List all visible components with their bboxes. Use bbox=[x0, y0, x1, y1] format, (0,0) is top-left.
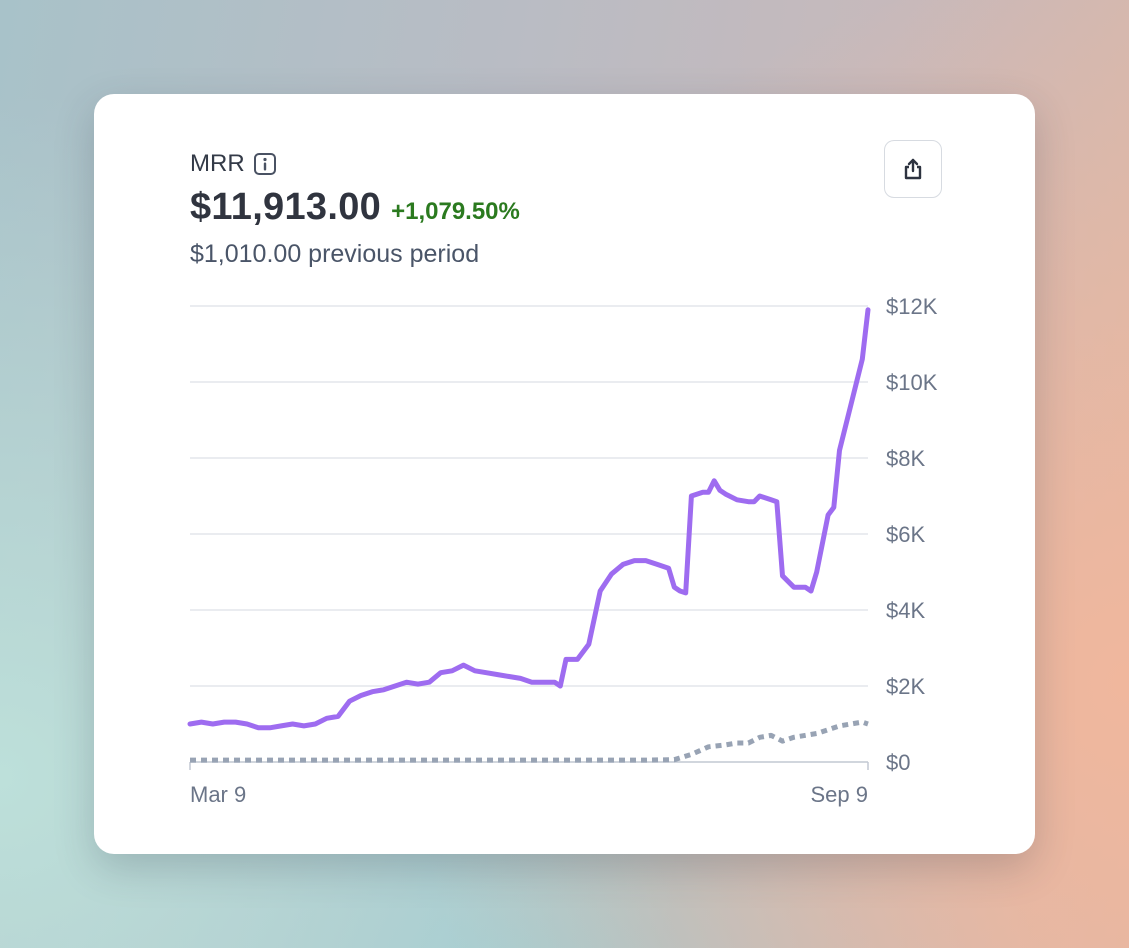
y-tick-label: $0 bbox=[886, 750, 910, 775]
info-icon[interactable] bbox=[253, 152, 277, 176]
mrr-card: MRR $11,913.00 +1,079.50% $1,010.00 prev… bbox=[94, 94, 1035, 854]
y-tick-label: $8K bbox=[886, 446, 925, 471]
percent-change: +1,079.50% bbox=[391, 198, 520, 225]
metric-value-row: $11,913.00 +1,079.50% bbox=[190, 186, 520, 229]
previous-period-text: $1,010.00 previous period bbox=[190, 240, 480, 268]
y-tick-label: $4K bbox=[886, 598, 925, 623]
y-tick-label: $10K bbox=[886, 370, 938, 395]
y-tick-label: $12K bbox=[886, 294, 938, 319]
y-tick-label: $6K bbox=[886, 522, 925, 547]
share-export-icon bbox=[904, 158, 922, 180]
mrr-line-chart: $0 $2K $4K $6K $8K $10K $12K Mar 9 Sep 9 bbox=[187, 294, 938, 807]
metric-name: MRR bbox=[190, 150, 245, 177]
current-period-line bbox=[187, 307, 871, 731]
x-tick-label: Mar 9 bbox=[190, 782, 246, 807]
previous-period-line bbox=[190, 719, 869, 763]
metric-title-row: MRR bbox=[190, 148, 277, 180]
y-tick-label: $2K bbox=[886, 674, 925, 699]
x-tick-label: Sep 9 bbox=[811, 782, 869, 807]
metric-value: $11,913.00 bbox=[190, 186, 382, 228]
export-button[interactable] bbox=[884, 140, 942, 198]
